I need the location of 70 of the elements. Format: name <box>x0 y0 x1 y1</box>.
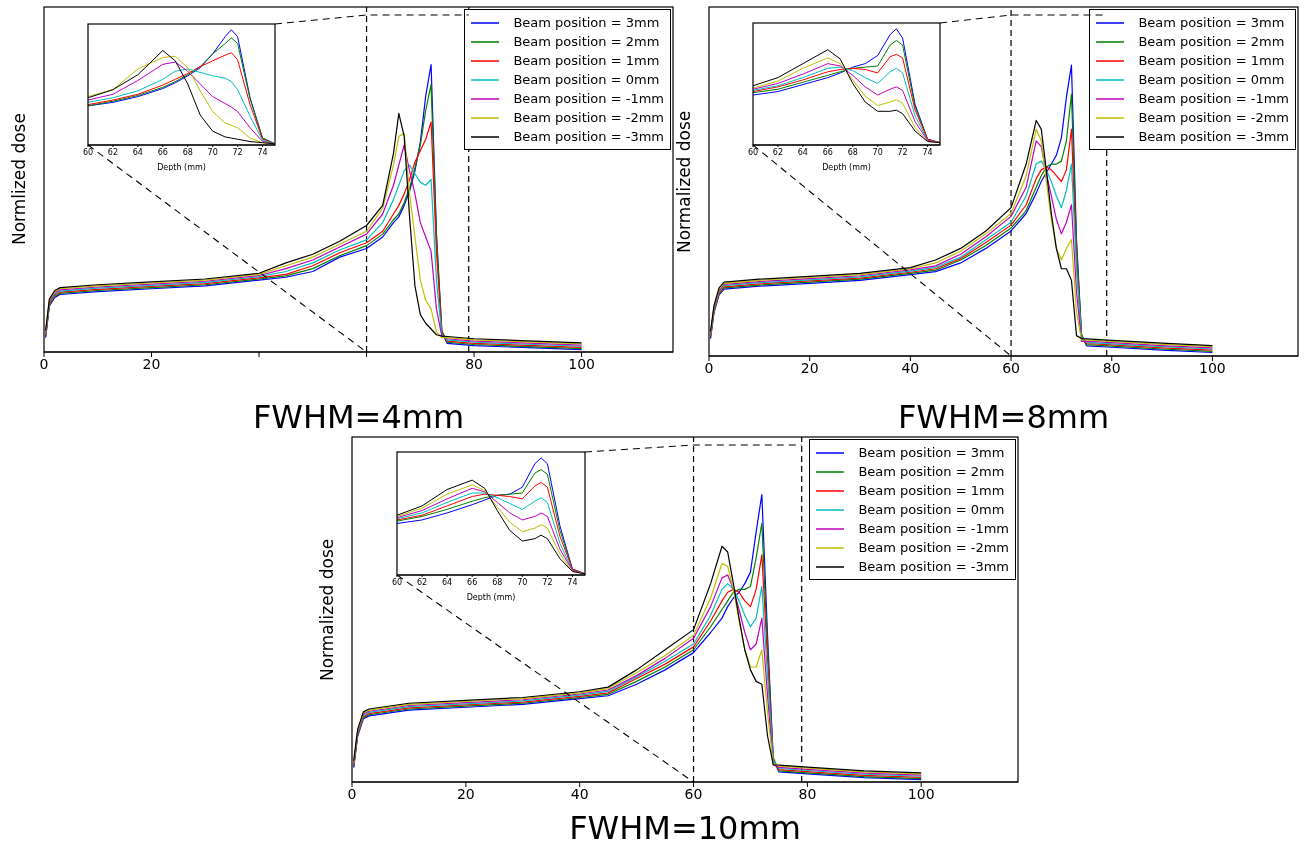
legend-label: Beam position = 0mm <box>858 502 1005 517</box>
legend-label: Beam position = -1mm <box>513 91 664 106</box>
x-tick-label: 62 <box>107 147 119 157</box>
x-tick-label: 60 <box>747 147 759 157</box>
x-tick-label: 74 <box>922 147 933 157</box>
x-tick-label: 68 <box>492 577 503 587</box>
legend-label: Beam position = -1mm <box>858 521 1009 536</box>
x-tick-label: 72 <box>232 147 243 157</box>
x-tick-label: 68 <box>847 147 858 157</box>
x-tick-label: 64 <box>442 577 453 587</box>
legend-label: Beam position = 2mm <box>858 464 1005 479</box>
x-tick-label: 60 <box>684 785 703 802</box>
x-axis-title: FWHM=4mm <box>252 398 465 436</box>
x-axis-title: Depth (mm) <box>157 163 206 172</box>
x-axis-title: Depth (mm) <box>822 163 871 172</box>
x-tick-label: 66 <box>467 577 478 587</box>
x-tick-label: 62 <box>416 577 428 587</box>
legend-label: Beam position = -2mm <box>858 540 1009 555</box>
legend-label: Beam position = 3mm <box>513 15 660 30</box>
x-tick-label: 60 <box>391 577 403 587</box>
legend-label: Beam position = -3mm <box>858 559 1009 574</box>
y-axis-title: Normlized dose <box>8 112 30 248</box>
x-tick-label: 68 <box>182 147 193 157</box>
x-tick-label: 80 <box>1102 359 1121 376</box>
x-tick-label: 62 <box>772 147 784 157</box>
x-axis-title: Depth (mm) <box>466 593 516 602</box>
x-tick-label: 70 <box>517 577 528 587</box>
x-tick-label: 20 <box>456 785 475 802</box>
x-tick-label: 66 <box>822 147 833 157</box>
x-tick-label: 0 <box>347 785 357 802</box>
x-tick-label: 72 <box>542 577 553 587</box>
x-tick-label: 72 <box>897 147 908 157</box>
x-tick-label: 40 <box>570 785 589 802</box>
legend-label: Beam position = -2mm <box>1138 110 1289 125</box>
x-tick-label: 100 <box>568 355 595 372</box>
x-tick-label: 0 <box>39 355 49 372</box>
x-tick-label: 20 <box>800 359 819 376</box>
x-tick-label: 20 <box>142 355 161 372</box>
x-tick-label: 60 <box>82 147 94 157</box>
x-axis-title: FWHM=8mm <box>897 398 1110 436</box>
legend-label: Beam position = -1mm <box>1138 91 1289 106</box>
y-axis-title: Normalized dose <box>673 109 695 255</box>
x-tick-label: 40 <box>901 359 920 376</box>
y-axis-title: Normalized dose <box>316 537 338 683</box>
legend-label: Beam position = 1mm <box>513 53 660 68</box>
legend-label: Beam position = -3mm <box>1138 129 1289 144</box>
x-tick-label: 70 <box>207 147 218 157</box>
x-tick-label: 100 <box>1199 359 1226 376</box>
legend-label: Beam position = 3mm <box>858 445 1005 460</box>
x-tick-label: 74 <box>257 147 268 157</box>
legend-label: Beam position = 0mm <box>513 72 660 87</box>
x-tick-label: 70 <box>872 147 883 157</box>
x-tick-label: 0 <box>704 359 714 376</box>
legend-label: Beam position = 1mm <box>858 483 1005 498</box>
x-tick-label: 74 <box>567 577 578 587</box>
x-tick-label: 80 <box>465 355 483 372</box>
x-tick-label: 64 <box>797 147 808 157</box>
legend-label: Beam position = 2mm <box>513 34 660 49</box>
x-axis-title: FWHM=10mm <box>569 809 801 841</box>
x-tick-label: 100 <box>907 785 935 802</box>
legend-label: Beam position = 1mm <box>1138 53 1285 68</box>
legend-label: Beam position = -2mm <box>513 110 664 125</box>
x-tick-label: 80 <box>798 785 817 802</box>
x-tick-label: 64 <box>132 147 143 157</box>
legend-label: Beam position = -3mm <box>513 129 664 144</box>
legend-label: Beam position = 3mm <box>1138 15 1285 30</box>
legend-label: Beam position = 2mm <box>1138 34 1285 49</box>
legend-label: Beam position = 0mm <box>1138 72 1285 87</box>
x-tick-label: 66 <box>157 147 168 157</box>
x-tick-label: 60 <box>1002 359 1020 376</box>
